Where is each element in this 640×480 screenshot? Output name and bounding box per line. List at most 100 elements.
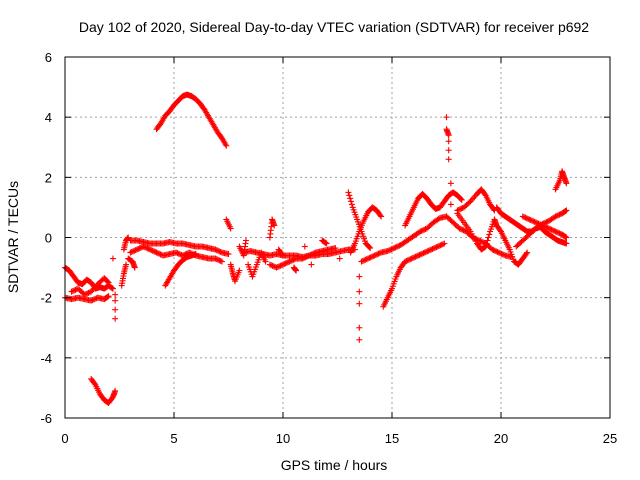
data-point [370, 253, 377, 260]
data-point [526, 216, 533, 223]
data-point [345, 189, 352, 196]
data-point [268, 262, 275, 269]
data-point [73, 286, 80, 293]
data-point [358, 258, 365, 265]
data-point [299, 255, 306, 262]
data-point [141, 244, 148, 251]
data-point [456, 225, 463, 232]
data-point [217, 257, 224, 264]
data-point [494, 248, 501, 255]
data-point [445, 132, 452, 139]
data-point [105, 279, 112, 286]
data-point [82, 291, 89, 298]
data-point [347, 195, 354, 202]
data-point [109, 255, 116, 262]
data-point [532, 219, 539, 226]
data-point [276, 263, 283, 270]
data-point [274, 263, 281, 270]
data-point [89, 297, 96, 304]
x-tick-label: 15 [385, 431, 399, 446]
data-point [145, 245, 152, 252]
data-point [421, 249, 428, 256]
data-point [493, 248, 500, 255]
data-point [367, 245, 374, 252]
data-point [542, 223, 549, 230]
data-point [485, 234, 492, 241]
data-point [311, 250, 318, 257]
data-point [125, 234, 132, 241]
data-point [153, 249, 160, 256]
data-point [212, 246, 219, 253]
data-point [372, 251, 379, 258]
data-point [280, 261, 286, 268]
data-point [481, 244, 488, 251]
data-point [282, 260, 289, 267]
data-point [527, 217, 534, 224]
data-point [109, 285, 116, 292]
y-tick-label: 0 [45, 231, 52, 246]
data-point [553, 212, 560, 219]
data-point [68, 288, 75, 295]
data-point [425, 247, 432, 254]
data-point [460, 227, 467, 234]
data-point [216, 257, 223, 264]
chart-title: Day 102 of 2020, Sidereal Day-to-day VTE… [79, 19, 589, 35]
data-point [131, 247, 138, 254]
data-point [521, 214, 528, 221]
data-point [413, 253, 420, 260]
data-point [104, 293, 111, 300]
data-point [112, 297, 119, 304]
data-point [548, 226, 555, 233]
x-tick-label: 10 [276, 431, 290, 446]
data-point [123, 261, 130, 268]
data-point [88, 297, 95, 304]
data-point [445, 156, 452, 163]
data-point [133, 246, 140, 253]
data-point [393, 243, 400, 250]
data-point [522, 214, 529, 221]
data-point [457, 206, 464, 213]
data-point [356, 300, 363, 307]
data-point [112, 291, 119, 298]
data-point [290, 256, 297, 263]
data-point [291, 256, 298, 263]
data-point [530, 218, 537, 225]
data-point [301, 243, 308, 250]
y-tick-labels: -6 -4 -2 0 2 4 6 [40, 50, 52, 426]
data-point [455, 206, 462, 213]
data-point [491, 207, 498, 214]
data-point [392, 244, 399, 251]
data-point [498, 250, 505, 257]
data-point [266, 261, 273, 268]
data-point [411, 254, 418, 261]
data-point [433, 244, 440, 251]
data-point [273, 264, 280, 271]
data-point [416, 251, 423, 258]
data-point [419, 227, 426, 234]
data-point [376, 250, 383, 257]
data-point [308, 261, 315, 268]
data-point [152, 248, 159, 255]
data-point [377, 212, 384, 219]
data-point [563, 234, 570, 241]
data-point [177, 251, 184, 258]
data-point [356, 336, 363, 343]
data-point [306, 252, 313, 259]
data-point [148, 247, 155, 254]
data-point [482, 243, 489, 250]
data-point [289, 257, 296, 264]
data-point [362, 256, 369, 263]
data-point [71, 287, 78, 294]
x-tick-labels: 0 5 10 15 20 25 [61, 431, 617, 446]
data-point [563, 180, 570, 187]
x-tick-label: 20 [494, 431, 508, 446]
data-point [423, 248, 430, 255]
data-point [562, 233, 569, 240]
data-point [476, 237, 483, 244]
data-point [385, 247, 392, 254]
data-point [308, 251, 315, 258]
data-point [346, 192, 353, 199]
data-point [438, 241, 445, 248]
data-point [424, 248, 431, 255]
data-point [363, 256, 370, 263]
